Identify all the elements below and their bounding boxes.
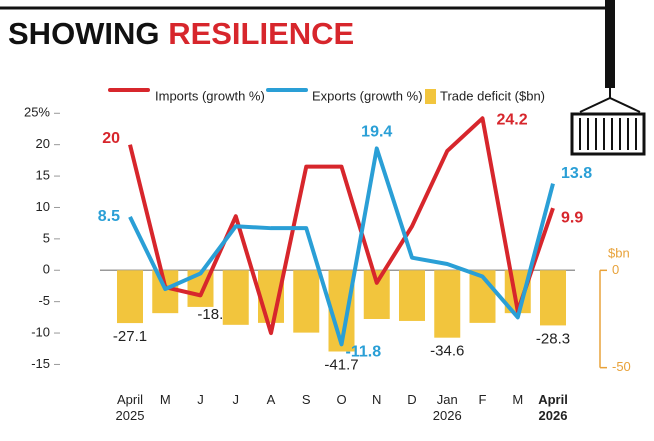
y-tick-label: 20: [36, 136, 50, 151]
value-label: -27.1: [113, 328, 147, 345]
page: SHOWING RESILIENCE 25% 20 15 10 5 0 -5 -10 -15 $b…: [0, 0, 654, 441]
y2-tick-label: -50: [612, 359, 631, 374]
value-label: -34.6: [430, 343, 464, 360]
legend-label: Exports (growth %): [312, 88, 423, 103]
bar: [540, 270, 566, 325]
x-tick-label: April 2026: [528, 392, 578, 424]
chart-title: SHOWING RESILIENCE: [8, 16, 354, 51]
bar: [223, 270, 249, 325]
value-label: 9.9: [561, 209, 583, 226]
value-label: 8.5: [98, 208, 120, 225]
title-part: SHOWING: [8, 16, 160, 51]
value-label: 13.8: [561, 165, 592, 182]
y-tick-label: -10: [31, 324, 50, 339]
legend-label: Trade deficit ($bn): [440, 88, 545, 103]
y-tick-label: 0: [43, 262, 50, 277]
value-label: 19.4: [361, 124, 392, 141]
title-part: RESILIENCE: [168, 16, 354, 51]
y-tick-label: -15: [31, 356, 50, 371]
value-label: -11.8: [346, 344, 382, 361]
y2-tick-label: 0: [612, 262, 619, 277]
legend-label: Imports (growth %): [155, 88, 265, 103]
value-label: -28.3: [536, 330, 570, 347]
y-tick-label: 15: [36, 168, 50, 183]
bar: [293, 270, 319, 332]
crane-icon: [572, 0, 644, 154]
bar: [152, 270, 178, 313]
y-tick-label: 10: [36, 199, 50, 214]
value-label: 20: [102, 130, 120, 147]
value-label: 24.2: [497, 112, 528, 129]
y2-axis-label: $bn: [608, 245, 630, 260]
bar: [434, 270, 460, 337]
y-tick-label: 5: [43, 230, 50, 245]
chart: SHOWING RESILIENCE 25% 20 15 10 5 0 -5 -10 -15 $b…: [0, 0, 654, 441]
bar: [399, 270, 425, 321]
y-tick-label: -5: [38, 293, 50, 308]
y-tick-label: 25%: [24, 105, 50, 120]
legend-swatch: [425, 89, 436, 104]
bar: [117, 270, 143, 323]
